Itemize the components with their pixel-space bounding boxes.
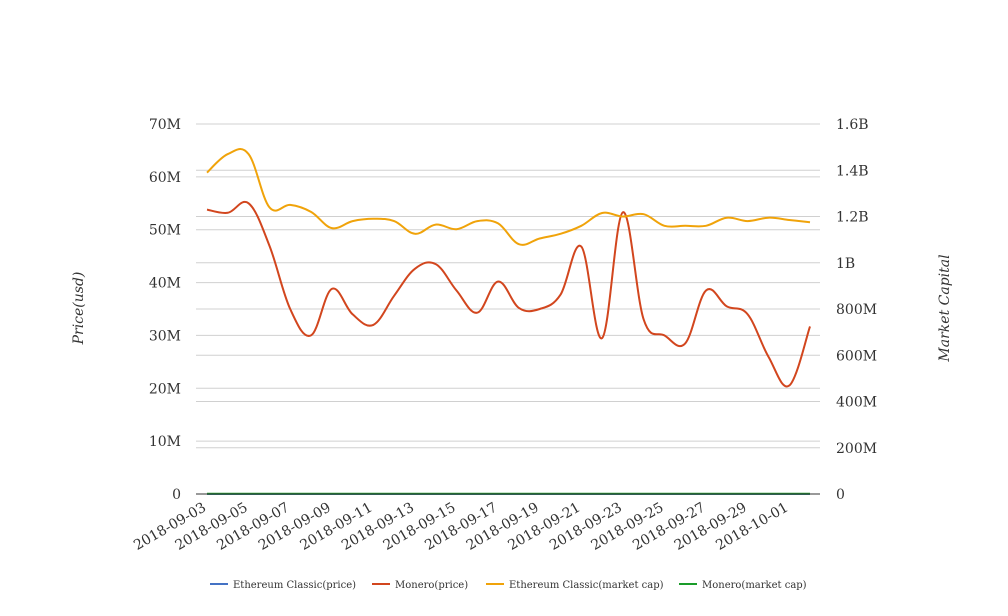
left-axis-tick-labels: 0 10M 20M 30M 40M 50M 60M 70M (149, 117, 181, 503)
left-tick-label: 20M (149, 381, 181, 397)
series-lines (206, 147, 811, 495)
left-tick-label: 50M (149, 223, 181, 239)
right-gridlines (196, 123, 820, 449)
right-tick-label: 0 (836, 487, 845, 503)
right-tick-label: 400M (836, 395, 877, 411)
legend-label: Ethereum Classic(price) (233, 580, 356, 591)
right-tick-label: 1.4B (836, 163, 869, 179)
x-axis-tick-labels: 2018-09-032018-09-052018-09-072018-09-09… (131, 500, 791, 554)
left-axis-title: Price(usd) (71, 272, 87, 346)
right-tick-label: 1.2B (836, 210, 869, 226)
legend: Ethereum Classic(price) Monero(price) Ethe… (210, 580, 807, 591)
right-tick-label: 1B (836, 256, 855, 272)
left-gridlines (196, 123, 820, 442)
left-tick-label: 0 (172, 487, 181, 503)
right-tick-label: 1.6B (836, 117, 869, 133)
right-tick-label: 800M (836, 302, 877, 318)
right-axis-tick-labels: 0 200M 400M 600M 800M 1B 1.2B 1.4B 1.6B (836, 117, 877, 503)
series-line-monero-price (206, 200, 811, 388)
right-axis-title: Market Capital (937, 254, 953, 362)
series-line-ethereum-classic-market-cap (206, 147, 811, 246)
left-tick-label: 40M (149, 276, 181, 292)
legend-label: Ethereum Classic(market cap) (509, 580, 664, 591)
left-tick-label: 10M (149, 434, 181, 450)
right-tick-label: 200M (836, 441, 877, 457)
legend-label: Monero(market cap) (702, 580, 807, 591)
legend-label: Monero(price) (395, 580, 468, 591)
left-tick-label: 30M (149, 328, 181, 344)
left-tick-label: 70M (149, 117, 181, 133)
right-tick-label: 600M (836, 348, 877, 364)
left-tick-label: 60M (149, 170, 181, 186)
